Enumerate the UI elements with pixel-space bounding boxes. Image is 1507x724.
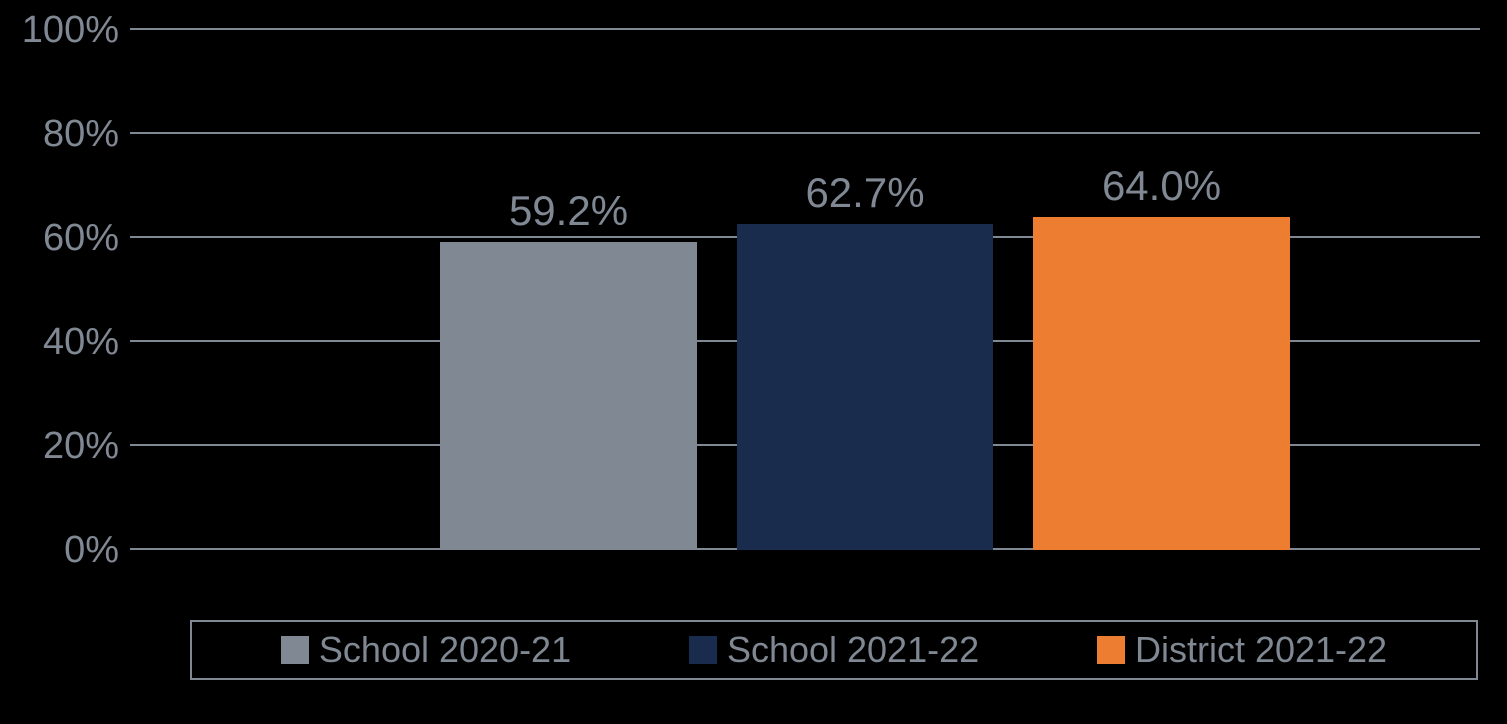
plot-area: 59.2% 62.7% 64.0% [130,30,1480,550]
ytick-60: 60% [43,219,119,257]
ytick-20: 20% [43,427,119,465]
legend-item: District 2021-22 [1097,632,1387,668]
bar-label: 62.7% [805,172,924,214]
ytick-40: 40% [43,323,119,361]
gridline [130,132,1480,134]
bar-chart: 0% 20% 40% 60% 80% 100% 59.2% 62.7% 64.0… [0,0,1507,724]
ytick-100: 100% [22,11,119,49]
gridline [130,28,1480,30]
legend-swatch [281,636,309,664]
legend-label: School 2020-21 [319,632,571,668]
legend-swatch [689,636,717,664]
legend: School 2020-21 School 2021-22 District 2… [190,620,1478,680]
bar-school-2020-21 [440,242,697,550]
bar-label: 64.0% [1102,165,1221,207]
legend-item: School 2020-21 [281,632,571,668]
ytick-80: 80% [43,115,119,153]
bar-label: 59.2% [509,190,628,232]
bar-school-2021-22 [737,224,994,550]
legend-label: District 2021-22 [1135,632,1387,668]
bar-district-2021-22 [1033,217,1290,550]
ytick-0: 0% [64,531,119,569]
legend-item: School 2021-22 [689,632,979,668]
legend-label: School 2021-22 [727,632,979,668]
legend-swatch [1097,636,1125,664]
